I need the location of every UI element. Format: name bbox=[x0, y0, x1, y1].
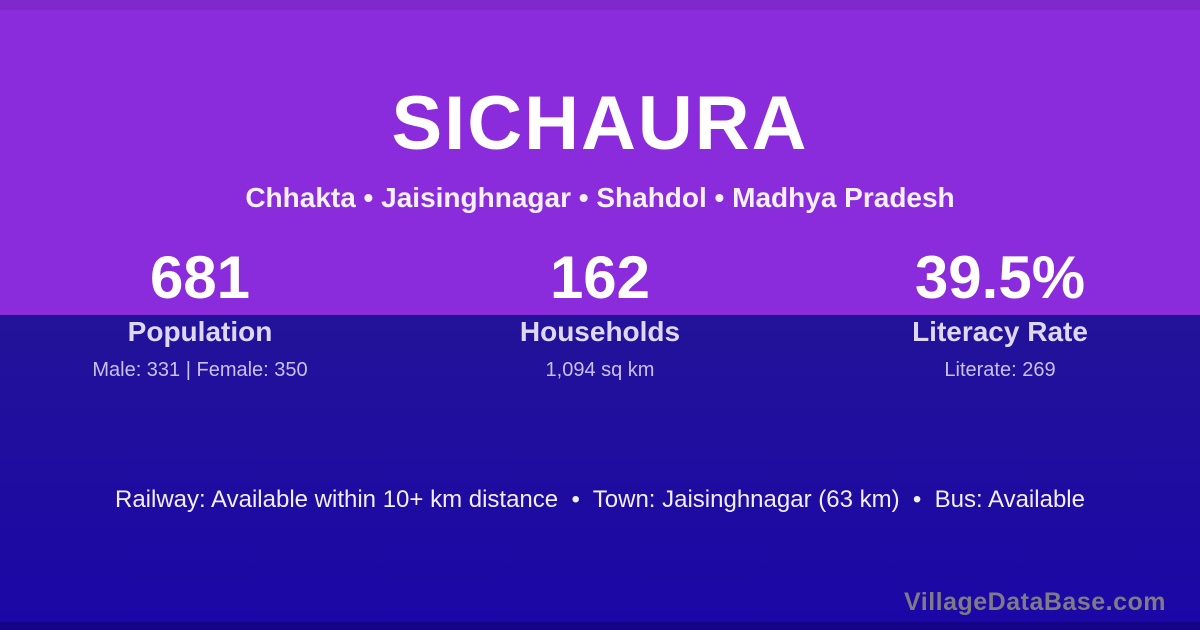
amenities-line: Railway: Available within 10+ km distanc… bbox=[115, 486, 1085, 513]
population-detail: Male: 331 | Female: 350 bbox=[92, 358, 308, 381]
bottom-accent-strip bbox=[0, 622, 1200, 630]
literacy-rate-label: Literacy Rate bbox=[912, 316, 1088, 347]
stat-population: 681 Population Male: 331 | Female: 350 bbox=[0, 248, 400, 382]
village-title: SICHAURA bbox=[391, 81, 809, 166]
header-section-background bbox=[0, 10, 1200, 315]
households-label: Households bbox=[519, 316, 681, 347]
stat-households: 162 Households 1,094 sq km bbox=[400, 248, 800, 382]
body-section-background bbox=[0, 315, 1200, 622]
literacy-rate-value: 39.5% bbox=[914, 244, 1086, 311]
top-accent-strip bbox=[0, 0, 1200, 10]
population-label: Population bbox=[127, 316, 273, 347]
location-breadcrumb: Chhakta • Jaisinghnagar • Shahdol • Madh… bbox=[245, 182, 955, 213]
population-value: 681 bbox=[149, 244, 251, 311]
site-watermark: VillageDataBase.com bbox=[904, 588, 1166, 616]
stats-row: 681 Population Male: 331 | Female: 350 1… bbox=[0, 248, 1200, 382]
households-value: 162 bbox=[549, 244, 651, 311]
stat-literacy-rate: 39.5% Literacy Rate Literate: 269 bbox=[800, 248, 1200, 382]
households-detail: 1,094 sq km bbox=[545, 358, 655, 381]
literacy-rate-detail: Literate: 269 bbox=[944, 358, 1056, 381]
